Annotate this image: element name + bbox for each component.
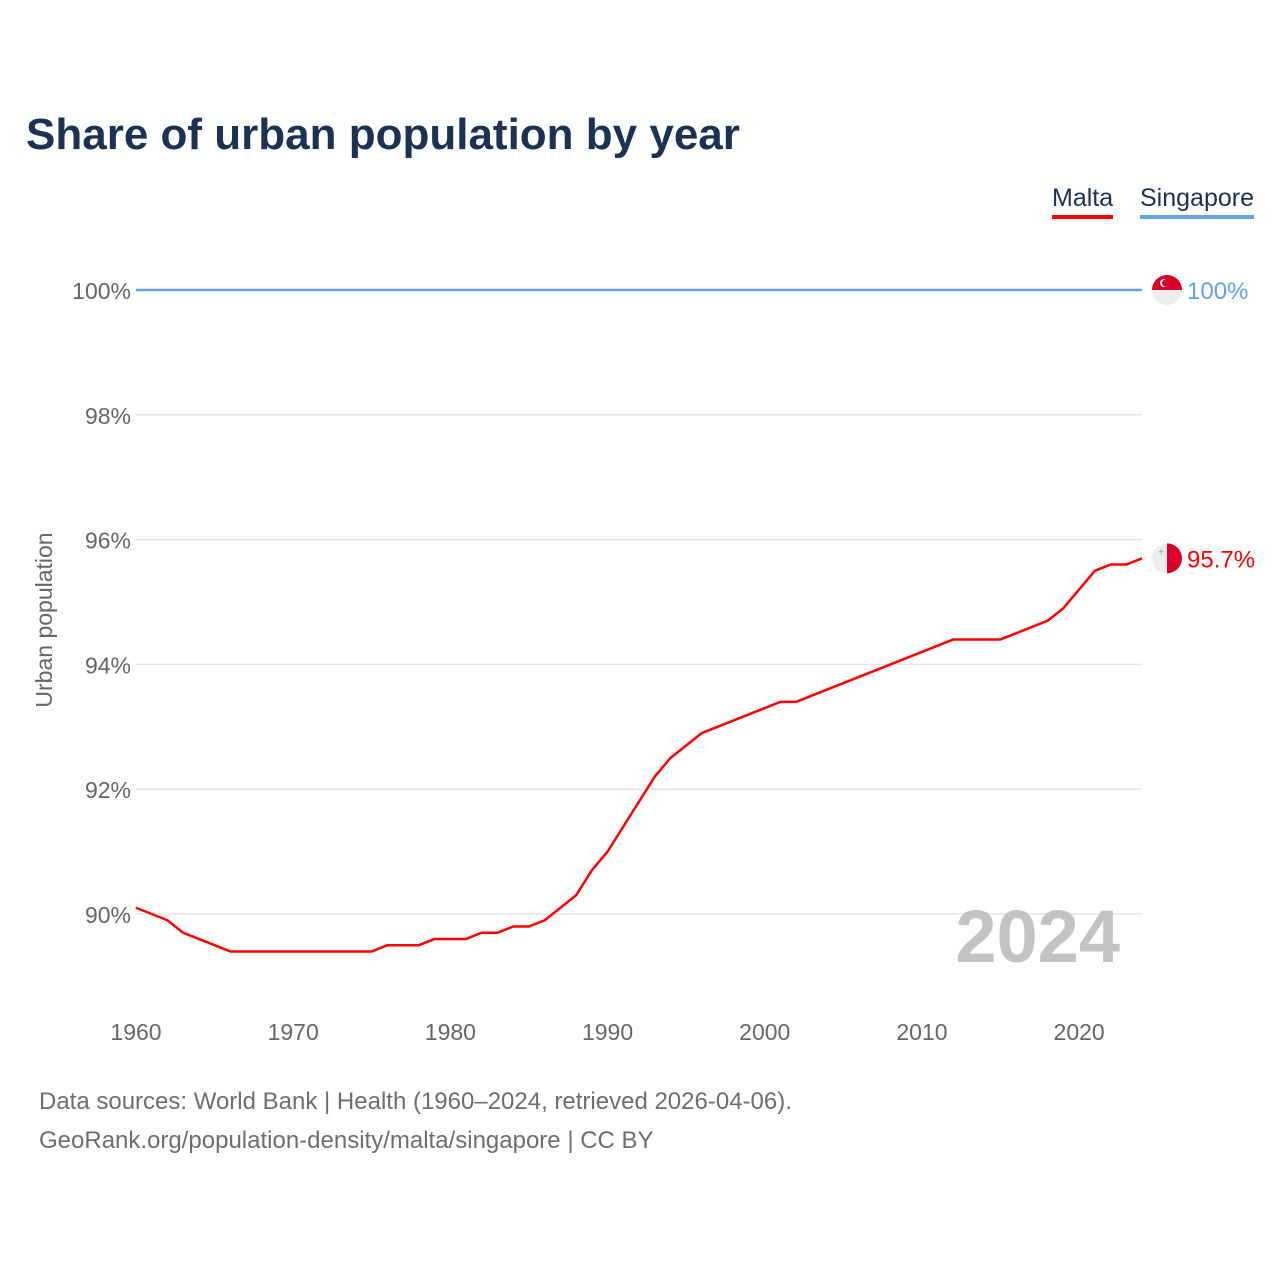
singapore-flag-moon-cut <box>1162 279 1169 287</box>
y-tick-label: 90% <box>85 902 131 928</box>
malta-flag-red <box>1167 543 1182 574</box>
series-line-malta <box>135 557 1143 953</box>
footer-sources: Data sources: World Bank | Health (1960–… <box>39 1088 792 1115</box>
x-tick-label: 1990 <box>582 1019 633 1045</box>
y-axis-label: Urban population <box>31 532 57 707</box>
legend-singapore[interactable]: Singapore <box>1140 184 1254 219</box>
x-tick-label: 1970 <box>268 1019 319 1045</box>
legend-malta[interactable]: Malta <box>1052 184 1114 219</box>
y-tick-label: 94% <box>85 652 131 678</box>
x-tick-label: 1980 <box>425 1019 476 1045</box>
footer-link[interactable]: GeoRank.org/population-density/malta/sin… <box>39 1127 654 1154</box>
y-tick-label: 96% <box>85 528 131 554</box>
x-tick-label: 2020 <box>1054 1019 1105 1045</box>
malta-flag-cross: + <box>1158 547 1164 558</box>
y-tick-label: 98% <box>85 403 131 429</box>
x-tick-label: 2010 <box>896 1019 947 1045</box>
end-label-malta: 95.7% <box>1187 546 1255 573</box>
end-label-singapore: 100% <box>1187 278 1248 305</box>
x-tick-label: 2000 <box>739 1019 790 1045</box>
y-tick-label: 92% <box>85 777 131 803</box>
y-tick-label: 100% <box>72 278 131 304</box>
year-watermark: 2024 <box>955 895 1120 978</box>
x-tick-label: 1960 <box>110 1019 161 1045</box>
chart-title: Share of urban population by year <box>26 110 740 159</box>
